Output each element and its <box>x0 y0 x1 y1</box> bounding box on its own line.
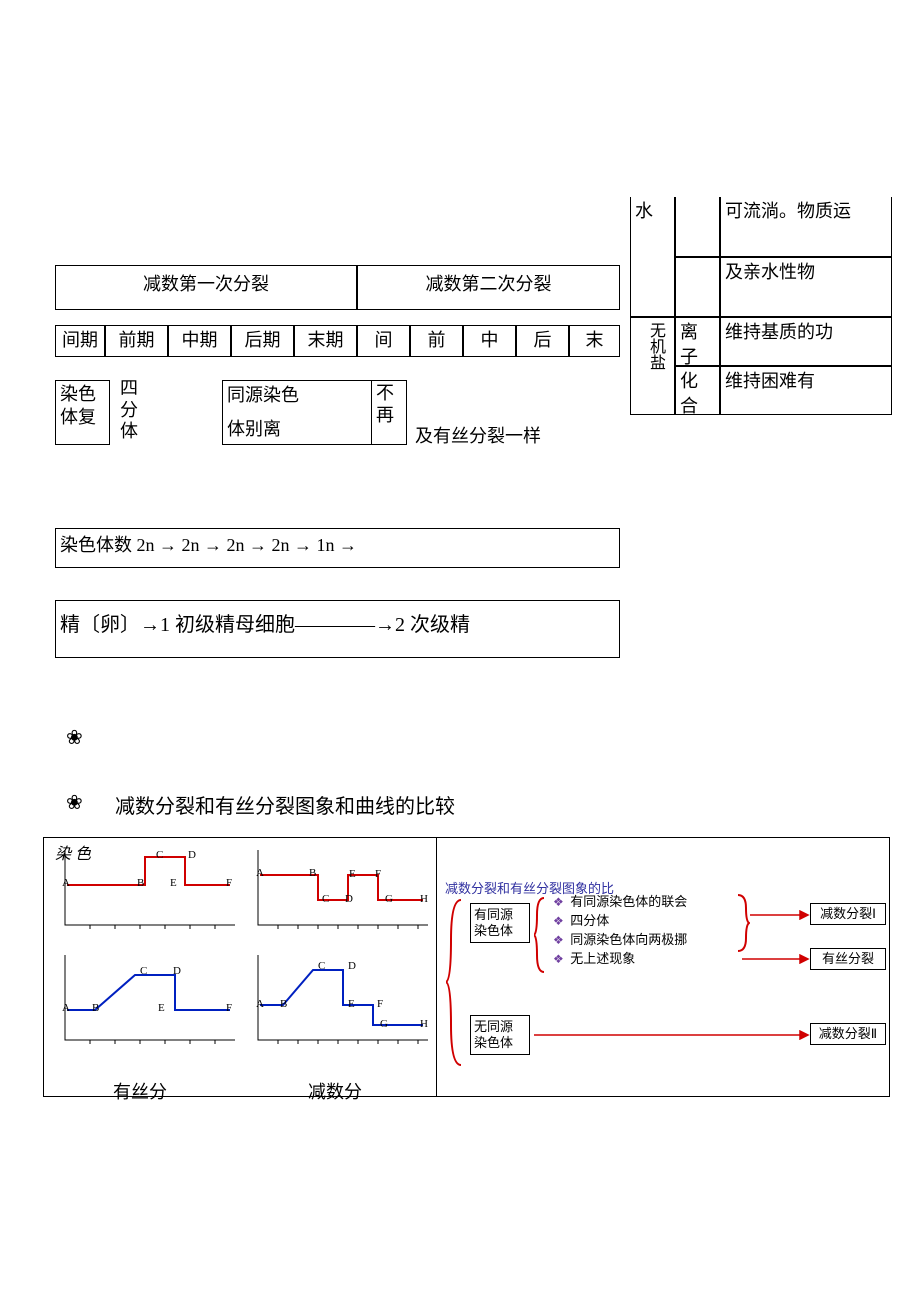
chart-letter: F <box>377 998 383 1010</box>
phase-cell: 前期 <box>119 330 155 350</box>
phase-cell: 间 <box>375 330 393 350</box>
phase-cell: 后 <box>534 330 552 350</box>
right-box1-l1: 有同源 <box>474 907 513 922</box>
chart-letter: E <box>349 868 356 880</box>
chart-letter: B <box>309 867 316 879</box>
chart-letter: A <box>256 867 264 879</box>
bullet-row: ❖ 四分体 <box>553 912 687 931</box>
chart-letter: B <box>280 998 287 1010</box>
header-meiosis1: 减数第一次分裂 <box>143 274 269 294</box>
row3-box2-top: 同源染色 <box>227 385 299 405</box>
bullet-row: ❖ 无上述现象 <box>553 950 687 969</box>
chart-letter: A <box>62 877 70 889</box>
chart-letter: D <box>173 965 181 977</box>
row3-box2-bot: 体别离 <box>227 419 281 439</box>
result-box1: 减数分裂Ⅰ <box>820 906 876 921</box>
chart-letter: C <box>140 965 147 977</box>
chart-label-left: 有丝分 <box>113 1082 167 1102</box>
chart-letter: F <box>226 1002 232 1014</box>
row3-tail: 及有丝分裂一样 <box>415 426 541 446</box>
cell-text: 化合 <box>680 371 698 415</box>
row3-box1: 染色体复 <box>60 384 96 427</box>
result-box3: 减数分裂Ⅱ <box>819 1026 877 1041</box>
right-box2-l1: 无同源 <box>474 1019 513 1034</box>
phase-cell: 前 <box>428 330 446 350</box>
phase-cell: 后期 <box>245 330 281 350</box>
phase-cell: 中期 <box>182 330 218 350</box>
chart-letter: D <box>348 960 356 972</box>
chart-letter: G <box>385 893 393 905</box>
chart-letter: F <box>226 877 232 889</box>
chart-letter: E <box>170 877 177 889</box>
chart-letter: H <box>420 893 428 905</box>
phase-cell: 末期 <box>308 330 344 350</box>
mid-box1: 染色体数 2n → 2n → 2n → 2n → 1n → <box>60 535 357 555</box>
chart-letter: D <box>188 849 196 861</box>
result-box2: 有丝分裂 <box>822 951 874 966</box>
cell-text: 离子 <box>680 322 698 366</box>
cell-water: 水 <box>635 201 653 221</box>
mid-box2: 精〔卵〕→1 初级精母细胞————→2 次级精 <box>60 614 470 636</box>
right-box2-l2: 染色体 <box>474 1035 513 1050</box>
chart-label-right: 减数分 <box>308 1082 362 1102</box>
cell-text: 及亲水性物 <box>725 262 815 282</box>
phase-cell: 中 <box>481 330 499 350</box>
bullet-row: ❖ 有同源染色体的联会 <box>553 893 687 912</box>
chart-letter: E <box>348 998 355 1010</box>
phase-cell: 间期 <box>62 330 98 350</box>
phase-cell: 末 <box>586 330 604 350</box>
cell-text: 可流淌。物质运 <box>725 201 851 221</box>
cell-text: 维持困难有 <box>725 371 815 391</box>
header-meiosis2: 减数第二次分裂 <box>426 274 552 294</box>
chart-letter: G <box>380 1018 388 1030</box>
chart-letter: C <box>322 893 329 905</box>
chart-letter: C <box>156 849 163 861</box>
right-box1-l2: 染色体 <box>474 923 513 938</box>
chart-letter: A <box>256 998 264 1010</box>
chart-letter: B <box>137 877 144 889</box>
chart-letter: C <box>318 960 325 972</box>
flower-icon: ❀ <box>66 725 83 750</box>
cell-text: 维持基质的功 <box>725 322 833 342</box>
chart-letter: F <box>375 868 381 880</box>
chart-letter: H <box>420 1018 428 1030</box>
row3-box3: 不再 <box>376 383 394 425</box>
chart-letter: D <box>345 893 353 905</box>
chart-letter: B <box>92 1002 99 1014</box>
chart-letter: E <box>158 1002 165 1014</box>
cell-salt: 无机盐 <box>647 322 664 370</box>
row3-text1: 四分体 <box>120 378 138 441</box>
chart-letter: A <box>62 1002 70 1014</box>
section-title: 减数分裂和有丝分裂图象和曲线的比较 <box>115 796 455 818</box>
flower-icon: ❀ <box>66 790 83 815</box>
bullet-row: ❖ 同源染色体向两极挪 <box>553 931 687 950</box>
